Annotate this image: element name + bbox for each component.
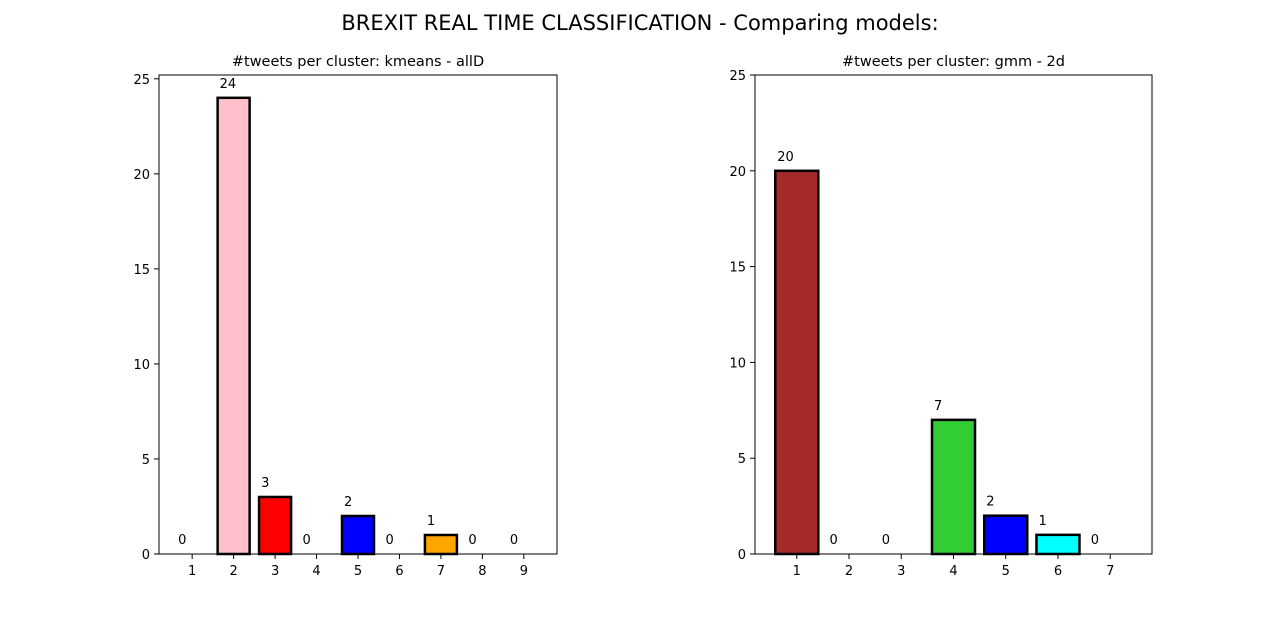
data-label-kmeans-cluster-3: 3 (261, 476, 269, 491)
y-tick-label-kmeans-0: 0 (142, 548, 150, 563)
x-tick-label-gmm-3: 3 (897, 564, 905, 579)
bar-gmm-cluster-6 (1035, 533, 1081, 556)
data-label-kmeans-cluster-5: 2 (344, 495, 352, 510)
x-tick-label-gmm-6: 6 (1054, 564, 1062, 579)
data-label-gmm-cluster-6: 1 (1038, 514, 1046, 529)
x-tick-label-gmm-5: 5 (1002, 564, 1010, 579)
y-tick-label-gmm-0: 0 (738, 548, 746, 563)
x-tick-label-kmeans-5: 5 (354, 564, 362, 579)
data-label-kmeans-cluster-2: 24 (220, 77, 237, 92)
x-tick-label-kmeans-4: 4 (312, 564, 320, 579)
data-label-kmeans-cluster-8: 0 (468, 533, 476, 548)
x-tick-label-kmeans-1: 1 (188, 564, 196, 579)
chart-gmm-title: #tweets per cluster: gmm - 2d (842, 54, 1065, 70)
data-label-gmm-cluster-4: 7 (934, 399, 942, 414)
data-label-kmeans-cluster-9: 0 (510, 533, 518, 548)
y-tick-label-kmeans-15: 15 (133, 263, 150, 278)
figure-suptitle: BREXIT REAL TIME CLASSIFICATION - Compar… (341, 11, 938, 35)
data-label-kmeans-cluster-6: 0 (385, 533, 393, 548)
data-label-kmeans-cluster-1: 0 (178, 533, 186, 548)
y-tick-label-gmm-10: 10 (729, 356, 746, 371)
y-tick-label-kmeans-10: 10 (133, 358, 150, 373)
y-tick-label-gmm-15: 15 (729, 261, 746, 276)
data-label-kmeans-cluster-7: 1 (427, 514, 435, 529)
x-tick-label-kmeans-2: 2 (229, 564, 237, 579)
bar-kmeans-cluster-5 (340, 514, 376, 556)
data-label-gmm-cluster-2: 0 (830, 533, 838, 548)
chart-kmeans-title: #tweets per cluster: kmeans - allD (232, 54, 484, 70)
x-tick-label-gmm-7: 7 (1106, 564, 1114, 579)
chart-kmeans: #tweets per cluster: kmeans - allD 02430… (133, 54, 558, 579)
bar-kmeans-cluster-2 (216, 96, 251, 556)
x-tick-label-gmm-1: 1 (793, 564, 801, 579)
y-tick-label-kmeans-20: 20 (133, 168, 150, 183)
data-label-gmm-cluster-5: 2 (986, 495, 994, 510)
y-tick-label-kmeans-5: 5 (142, 453, 150, 468)
bar-gmm-cluster-4 (930, 418, 977, 556)
y-tick-label-kmeans-25: 25 (133, 73, 150, 88)
data-label-gmm-cluster-1: 20 (777, 150, 794, 165)
x-tick-label-kmeans-3: 3 (271, 564, 279, 579)
y-tick-label-gmm-20: 20 (729, 165, 746, 180)
data-label-gmm-cluster-3: 0 (882, 533, 890, 548)
data-label-gmm-cluster-7: 0 (1091, 533, 1099, 548)
y-tick-label-gmm-25: 25 (729, 69, 746, 84)
bar-kmeans-cluster-3 (257, 495, 293, 556)
y-tick-label-gmm-5: 5 (738, 452, 746, 467)
x-tick-label-kmeans-7: 7 (437, 564, 445, 579)
x-tick-label-kmeans-9: 9 (520, 564, 528, 579)
x-tick-label-kmeans-8: 8 (478, 564, 486, 579)
x-tick-label-gmm-2: 2 (845, 564, 853, 579)
bar-gmm-cluster-5 (982, 514, 1029, 556)
bar-gmm-cluster-1 (774, 169, 820, 556)
data-label-kmeans-cluster-4: 0 (303, 533, 311, 548)
bar-kmeans-cluster-7 (423, 533, 459, 556)
x-tick-label-gmm-4: 4 (949, 564, 957, 579)
x-tick-label-kmeans-6: 6 (395, 564, 403, 579)
